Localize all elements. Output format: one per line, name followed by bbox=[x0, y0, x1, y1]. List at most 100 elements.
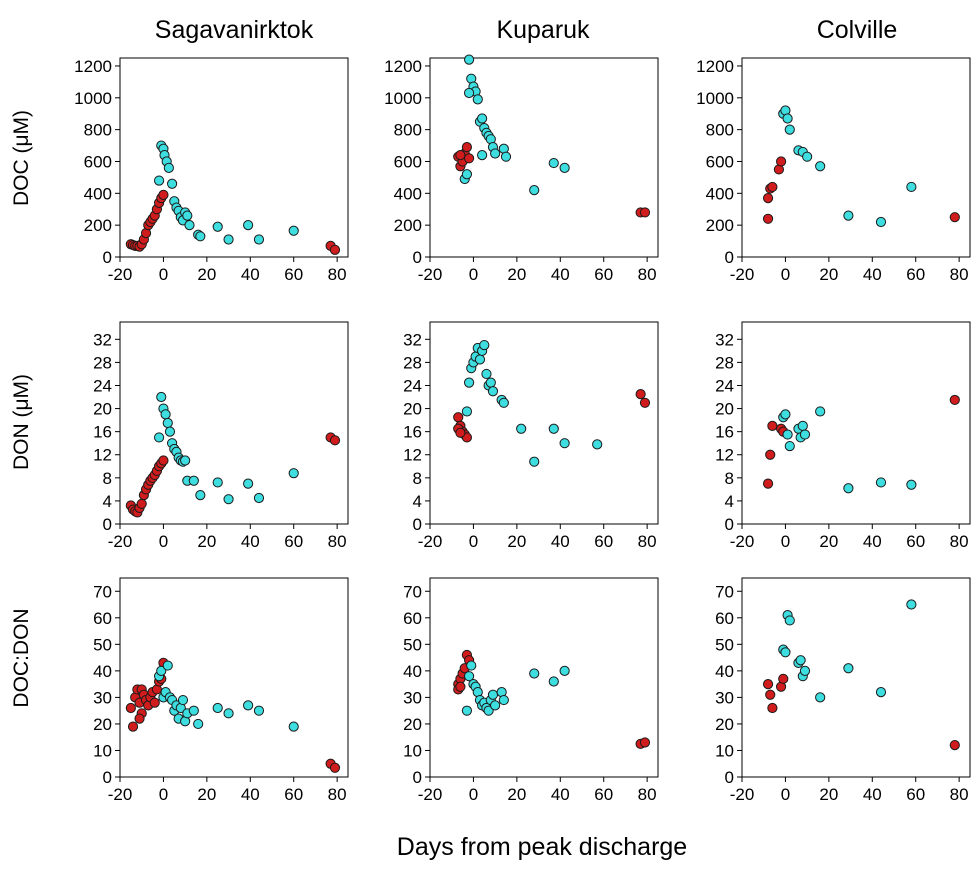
data-point bbox=[329, 244, 341, 255]
y-tick-label: 20 bbox=[715, 400, 734, 419]
y-tick-label: 0 bbox=[103, 515, 112, 534]
x-tick-label: 40 bbox=[241, 532, 260, 551]
y-tick-label: 0 bbox=[103, 768, 112, 787]
y-tick-label: 60 bbox=[715, 609, 734, 628]
data-point bbox=[875, 216, 887, 228]
data-point bbox=[762, 478, 774, 489]
data-point bbox=[153, 432, 165, 443]
data-point bbox=[212, 221, 223, 232]
data-point bbox=[177, 694, 189, 706]
data-point bbox=[461, 169, 473, 180]
x-tick-label: -20 bbox=[730, 265, 755, 284]
x-tick-label: 20 bbox=[507, 785, 526, 804]
x-tick-label: 20 bbox=[819, 532, 838, 551]
plot-frame bbox=[429, 577, 659, 778]
data-point bbox=[184, 220, 195, 231]
y-tick-label: 4 bbox=[103, 492, 112, 511]
data-point bbox=[797, 420, 808, 431]
data-point bbox=[461, 705, 473, 716]
series-falling-points bbox=[153, 660, 299, 732]
data-point bbox=[329, 435, 341, 446]
x-tick-label: 60 bbox=[284, 265, 303, 284]
data-point bbox=[639, 397, 651, 408]
y-tick-label: 400 bbox=[84, 184, 112, 203]
data-point bbox=[195, 231, 206, 242]
x-tick-label: 0 bbox=[781, 785, 790, 804]
y-tick-label: 200 bbox=[706, 216, 734, 235]
series-falling-points bbox=[778, 599, 917, 703]
series-rising-points bbox=[762, 673, 960, 751]
data-point bbox=[762, 213, 774, 224]
data-point bbox=[243, 700, 254, 711]
data-point bbox=[474, 354, 486, 365]
y-tick-label: 32 bbox=[715, 330, 734, 349]
column-title-colville: Colville bbox=[817, 16, 898, 44]
x-tick-label: 40 bbox=[551, 785, 570, 804]
data-point bbox=[843, 483, 854, 494]
data-point bbox=[466, 660, 477, 671]
plot-frame bbox=[429, 321, 659, 525]
row-label-doc: DOC (μM) bbox=[10, 110, 33, 206]
y-tick-label: 70 bbox=[93, 582, 112, 601]
data-point bbox=[158, 455, 169, 466]
y-tick-label: 28 bbox=[93, 353, 112, 372]
y-tick-label: 40 bbox=[403, 662, 422, 681]
x-tick-label: -20 bbox=[108, 785, 133, 804]
data-point bbox=[780, 409, 791, 420]
y-tick-label: 0 bbox=[413, 515, 422, 534]
data-point bbox=[182, 210, 193, 221]
column-title-kuparuk: Kuparuk bbox=[496, 16, 590, 44]
data-point bbox=[223, 708, 234, 719]
series-falling-points bbox=[459, 54, 570, 196]
y-tick-label: 60 bbox=[93, 609, 112, 628]
x-tick-label: 80 bbox=[328, 785, 347, 804]
x-tick-label: 0 bbox=[159, 532, 168, 551]
plot-frame bbox=[119, 321, 349, 525]
x-tick-label: 80 bbox=[950, 265, 969, 284]
data-point bbox=[455, 681, 466, 692]
data-point bbox=[765, 449, 776, 460]
data-point bbox=[949, 394, 960, 406]
y-tick-label: 70 bbox=[715, 582, 734, 601]
data-point bbox=[461, 406, 473, 417]
data-point bbox=[548, 157, 559, 169]
data-point bbox=[529, 668, 540, 679]
y-tick-label: 1000 bbox=[74, 89, 112, 108]
x-tick-label: 80 bbox=[950, 785, 969, 804]
data-point bbox=[767, 420, 778, 431]
data-point bbox=[127, 721, 139, 732]
y-tick-label: 10 bbox=[715, 741, 734, 760]
data-point bbox=[639, 737, 651, 748]
x-tick-label: 40 bbox=[863, 532, 882, 551]
y-tick-label: 20 bbox=[93, 715, 112, 734]
data-point bbox=[559, 162, 570, 173]
y-tick-label: 32 bbox=[403, 330, 422, 349]
data-point bbox=[487, 386, 499, 397]
y-tick-label: 50 bbox=[715, 635, 734, 654]
data-point bbox=[223, 234, 234, 245]
data-point bbox=[784, 124, 795, 135]
y-tick-label: 10 bbox=[93, 741, 112, 760]
data-point bbox=[463, 377, 475, 388]
y-tick-label: 40 bbox=[715, 662, 734, 681]
data-point bbox=[784, 615, 795, 626]
y-tick-label: 1200 bbox=[74, 57, 112, 76]
data-point bbox=[243, 478, 254, 489]
data-point bbox=[479, 339, 490, 351]
data-point bbox=[949, 212, 960, 223]
x-tick-label: 0 bbox=[469, 265, 478, 284]
data-point bbox=[762, 679, 774, 690]
data-point bbox=[516, 423, 527, 434]
y-tick-label: 400 bbox=[394, 184, 422, 203]
data-point bbox=[463, 54, 475, 65]
x-tick-label: 60 bbox=[284, 532, 303, 551]
x-tick-label: 40 bbox=[241, 785, 260, 804]
data-point bbox=[243, 220, 254, 231]
data-point bbox=[288, 721, 299, 732]
x-tick-label: 0 bbox=[159, 785, 168, 804]
data-point bbox=[288, 468, 299, 479]
